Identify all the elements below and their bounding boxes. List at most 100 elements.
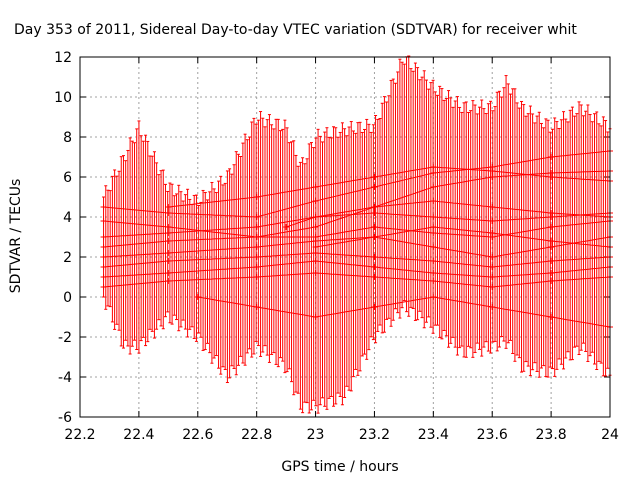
data-point (430, 278, 437, 284)
data-point (100, 244, 107, 250)
data-point (489, 284, 496, 290)
data-point (430, 198, 437, 204)
series-track-7 (100, 258, 613, 280)
data-point (371, 174, 378, 180)
data-point (165, 210, 172, 216)
x-tick-label: 22.6 (182, 427, 213, 443)
data-point (371, 204, 378, 210)
y-tick-label: 6 (63, 170, 72, 186)
data-point (165, 204, 172, 210)
data-point (253, 234, 260, 240)
data-point (100, 234, 107, 240)
track-line (315, 226, 611, 248)
data-point (100, 264, 107, 270)
data-point (312, 224, 319, 230)
data-point (283, 224, 290, 230)
data-point (430, 224, 437, 230)
data-point (489, 304, 496, 310)
track-line (103, 212, 611, 238)
track-line (285, 200, 611, 228)
data-point (312, 198, 319, 204)
data-point (312, 238, 319, 244)
x-tick-label: 23.4 (418, 427, 449, 443)
x-tick-label: 22.4 (123, 427, 154, 443)
data-point (430, 184, 437, 190)
data-point (165, 224, 172, 230)
track-line (103, 260, 611, 278)
data-point (548, 238, 555, 244)
y-tick-label: -6 (58, 410, 72, 426)
y-tick-label: 10 (54, 90, 72, 106)
data-point (548, 258, 555, 264)
data-point (371, 264, 378, 270)
data-point (165, 238, 172, 244)
track-line (103, 236, 611, 258)
chart-title: Day 353 of 2011, Sidereal Day-to-day VTE… (14, 22, 577, 38)
y-tick-label: 8 (63, 130, 72, 146)
data-point (312, 250, 319, 256)
series-track-4 (100, 218, 613, 250)
data-point (548, 174, 555, 180)
data-point (430, 164, 437, 170)
x-tick-label: 22.8 (241, 427, 272, 443)
data-point (100, 274, 107, 280)
data-point (165, 258, 172, 264)
track-line (103, 272, 611, 288)
x-tick-label: 22.2 (64, 427, 95, 443)
data-point (253, 254, 260, 260)
data-point (100, 284, 107, 290)
data-point (194, 294, 201, 300)
series-track-1 (100, 148, 613, 220)
data-point (253, 264, 260, 270)
data-point (548, 154, 555, 160)
data-point (430, 294, 437, 300)
data-point (312, 258, 319, 264)
track-line (197, 296, 611, 328)
data-point (253, 194, 260, 200)
plot-frame (79, 56, 611, 418)
y-axis-label: SDTVAR / TECUs (8, 179, 24, 294)
data-point (430, 270, 437, 276)
data-point (548, 278, 555, 284)
track-line (168, 166, 611, 208)
y-tick-label: 4 (63, 210, 72, 226)
series-track-8 (100, 270, 613, 290)
y-tick-label: 2 (63, 250, 72, 266)
data-point (100, 204, 107, 210)
data-point (100, 218, 107, 224)
data-point (489, 168, 496, 174)
data-point (430, 170, 437, 176)
data-point (489, 254, 496, 260)
track-line (103, 150, 611, 218)
data-point (165, 230, 172, 236)
data-point (548, 224, 555, 230)
data-point (430, 244, 437, 250)
data-point (371, 234, 378, 240)
data-point (489, 218, 496, 224)
data-point (253, 244, 260, 250)
x-tick-label: 23 (307, 427, 325, 443)
series-track-11 (283, 198, 613, 230)
data-point (548, 270, 555, 276)
axis-ticks: 22.2 22.4 22.6 22.8 23 23.2 23.4 23.6 23.8 24-6-4… (54, 50, 619, 443)
data-point (371, 184, 378, 190)
track-line (103, 220, 611, 248)
x-tick-label: 24 (601, 427, 619, 443)
data-point (371, 274, 378, 280)
data-point (430, 230, 437, 236)
track-line (103, 170, 611, 238)
data-point (371, 224, 378, 230)
y-tick-label: 0 (63, 290, 72, 306)
data-point (430, 258, 437, 264)
x-tick-label: 23.8 (536, 427, 567, 443)
data-point (489, 230, 496, 236)
data-point (430, 214, 437, 220)
data-point (165, 250, 172, 256)
track-line (103, 252, 611, 268)
data-point (165, 270, 172, 276)
data-point (548, 244, 555, 250)
data-point (312, 184, 319, 190)
data-point (489, 204, 496, 210)
data-point (548, 210, 555, 216)
